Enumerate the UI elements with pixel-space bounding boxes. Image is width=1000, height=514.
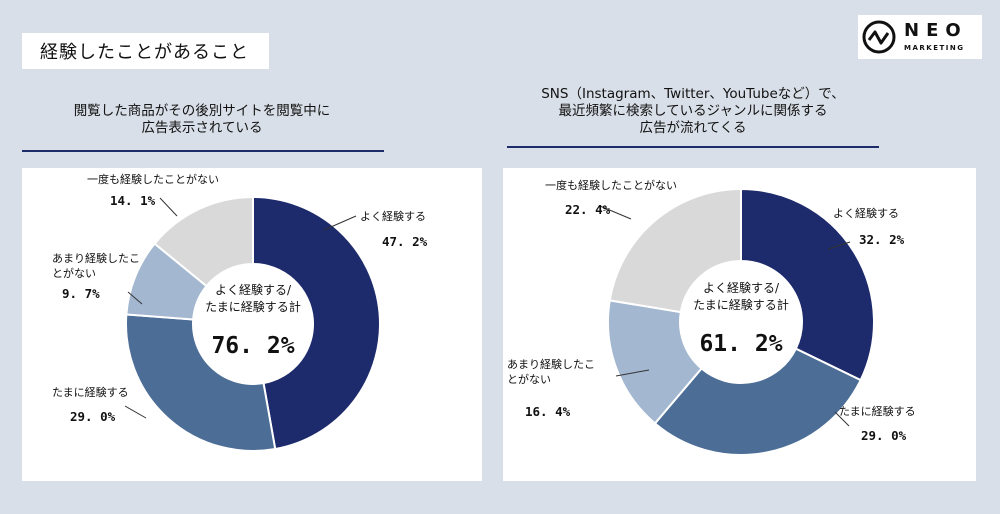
left-slice-label-rarely: とがない (52, 266, 96, 280)
right-center-total: 61. 2% (699, 331, 782, 357)
page-title: 経験したことがあること (22, 33, 269, 69)
left-slice-label-often: よく経験する (360, 209, 426, 223)
right-slice-value-sometimes: 29. 0% (861, 428, 907, 443)
left-chart-title: 閲覧した商品がその後別サイトを閲覧中に 広告表示されている (22, 103, 382, 137)
left-chart-title-line: 閲覧した商品がその後別サイトを閲覧中に (73, 103, 331, 119)
right-chart-title-line: SNS（Instagram、Twitter、YouTubeなど）で、 (541, 86, 845, 102)
left-slice-label-sometimes: たまに経験する (52, 385, 129, 399)
left-leader-never (159, 197, 178, 217)
right-slice-label-often: よく経験する (833, 206, 899, 220)
left-slice-value-often: 47. 2% (382, 234, 428, 249)
right-slice-sometimes (653, 347, 862, 456)
left-slice-value-rarely: 9. 7% (62, 286, 100, 301)
left-center-label: よく経験する/ (215, 282, 292, 297)
right-slice-label-rarely: とがない (507, 372, 551, 386)
neo-marketing-logo: NEO MARKETING (858, 15, 982, 59)
right-slice-often (740, 187, 875, 382)
right-slice-label-sometimes: たまに経験する (839, 404, 916, 418)
left-chart-panel: よく経験する 47. 2% たまに経験する 29. 0% あまり経験したこ とがない 9. … (22, 168, 482, 481)
left-center-label: たまに経験する計 (205, 299, 301, 314)
right-chart-title-line: 最近頻繁に検索しているジャンルに関係する (558, 103, 828, 119)
logo-neo-text: NEO (904, 20, 968, 41)
right-center-label: たまに経験する計 (693, 297, 789, 312)
right-slice-never (608, 187, 742, 314)
left-slice-often (252, 195, 381, 451)
logo-circle-icon (862, 20, 896, 54)
left-slice-sometimes (125, 313, 277, 452)
left-title-rule (22, 150, 384, 152)
left-slice-label-never: 一度も経験したことがない (87, 172, 219, 186)
right-slice-label-never: 一度も経験したことがない (545, 178, 677, 192)
left-leader-sometimes (124, 405, 147, 419)
right-title-rule (507, 146, 879, 148)
left-slice-value-never: 14. 1% (110, 193, 156, 208)
right-center-label: よく経験する/ (703, 280, 780, 295)
right-leader-sometimes (834, 411, 850, 427)
left-slice-value-sometimes: 29. 0% (70, 409, 116, 424)
left-leader-rarely (127, 291, 143, 305)
right-leader-rarely (615, 369, 650, 377)
right-leader-often (827, 241, 851, 250)
right-slice-value-often: 32. 2% (859, 232, 905, 247)
left-chart-title-line: 広告表示されている (141, 120, 263, 136)
left-slice-label-rarely: あまり経験したこ (52, 251, 140, 265)
logo-marketing-text: MARKETING (904, 44, 965, 52)
right-slice-label-rarely: あまり経験したこ (507, 357, 595, 371)
right-slice-value-rarely: 16. 4% (525, 404, 571, 419)
right-slice-value-never: 22. 4% (565, 202, 611, 217)
left-center-total: 76. 2% (211, 333, 294, 359)
right-chart-title: SNS（Instagram、Twitter、YouTubeなど）で、 最近頻繁に… (508, 86, 878, 137)
left-slice-never (153, 195, 254, 288)
right-leader-never (599, 205, 632, 220)
right-slice-rarely (607, 299, 703, 425)
right-chart-title-line: 広告が流れてくる (639, 120, 747, 136)
left-leader-often (323, 215, 357, 231)
right-chart-panel: よく経験する 32. 2% たまに経験する 29. 0% あまり経験したこ とがない 16.… (503, 168, 976, 481)
